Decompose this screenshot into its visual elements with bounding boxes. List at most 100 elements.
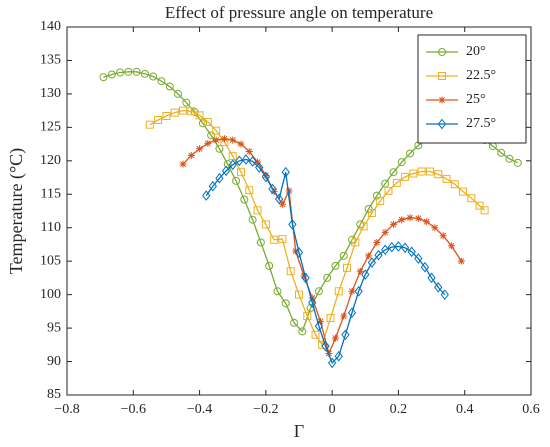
marker [389, 220, 397, 228]
legend-label: 25° [466, 92, 486, 107]
marker [265, 261, 274, 270]
marker [414, 253, 423, 264]
marker [513, 158, 522, 167]
marker [427, 272, 436, 284]
marker [174, 89, 183, 98]
marker [204, 139, 212, 147]
marker [323, 273, 332, 282]
marker [237, 140, 245, 148]
x-tick-label: 0.2 [390, 402, 408, 417]
marker [187, 151, 195, 159]
y-tick-label: 105 [40, 253, 61, 268]
marker [149, 72, 158, 81]
y-tick-label: 110 [41, 220, 61, 235]
marker [288, 219, 297, 230]
marker [237, 168, 245, 177]
marker [356, 267, 364, 275]
marker [440, 289, 449, 300]
marker [229, 136, 237, 144]
marker [228, 159, 237, 171]
marker [420, 261, 430, 273]
marker [220, 135, 228, 143]
marker [132, 67, 141, 76]
marker [295, 290, 303, 299]
marker [245, 147, 253, 155]
marker [434, 281, 443, 293]
marker [116, 68, 125, 77]
marker [406, 149, 415, 158]
marker [157, 77, 166, 86]
marker [343, 263, 352, 272]
y-tick-label: 90 [47, 354, 61, 369]
marker [317, 317, 325, 325]
x-tick-label: 0.6 [522, 402, 540, 417]
marker [381, 228, 389, 236]
y-tick-label: 115 [41, 186, 61, 201]
marker [198, 119, 207, 128]
marker [235, 155, 244, 167]
marker [407, 246, 416, 258]
marker [354, 285, 363, 297]
x-tick-label: 0 [329, 402, 336, 417]
y-tick-label: 125 [40, 120, 61, 135]
marker [365, 252, 373, 260]
marker [274, 193, 284, 205]
marker [208, 180, 217, 192]
marker [221, 165, 231, 177]
series-line [149, 109, 486, 347]
series-line [205, 158, 446, 365]
marker [351, 238, 360, 247]
marker [240, 195, 249, 204]
marker [248, 156, 257, 167]
legend-label: 22.5° [466, 68, 496, 83]
marker [438, 96, 446, 104]
marker [359, 222, 368, 231]
marker [381, 244, 390, 256]
marker [212, 126, 221, 135]
marker [389, 168, 398, 177]
marker [505, 154, 514, 163]
marker [215, 144, 224, 153]
marker [447, 242, 455, 250]
marker [292, 247, 300, 255]
marker [475, 201, 484, 210]
marker [202, 190, 211, 201]
x-tick-label: −0.8 [54, 402, 79, 417]
marker [459, 187, 468, 196]
marker [450, 180, 459, 189]
marker [438, 48, 446, 56]
x-tick-label: −0.4 [187, 402, 212, 417]
marker [328, 357, 337, 369]
x-tick-label: 0.4 [456, 402, 474, 417]
marker [339, 251, 348, 260]
marker [273, 287, 282, 296]
marker [340, 312, 348, 320]
y-tick-label: 140 [40, 19, 61, 34]
marker [255, 162, 264, 173]
marker [203, 118, 212, 127]
marker [107, 70, 116, 79]
chart-title: Effect of pressure angle on temperature [165, 3, 433, 22]
plot-frame [66, 26, 532, 396]
marker [256, 238, 265, 247]
marker [223, 160, 232, 169]
marker [170, 108, 179, 117]
marker [438, 72, 446, 80]
marker [387, 241, 396, 253]
marker [367, 209, 376, 218]
marker [215, 172, 224, 184]
marker [253, 206, 262, 215]
y-tick-label: 130 [40, 86, 61, 101]
y-tick-label: 100 [40, 287, 61, 302]
marker [423, 218, 431, 226]
x-tick-label: −0.6 [121, 402, 146, 417]
marker [326, 314, 335, 323]
marker [261, 220, 270, 229]
marker [182, 98, 191, 107]
marker [165, 82, 174, 91]
marker [270, 235, 279, 244]
marker [392, 178, 401, 187]
marker [348, 287, 356, 295]
marker [314, 287, 323, 296]
